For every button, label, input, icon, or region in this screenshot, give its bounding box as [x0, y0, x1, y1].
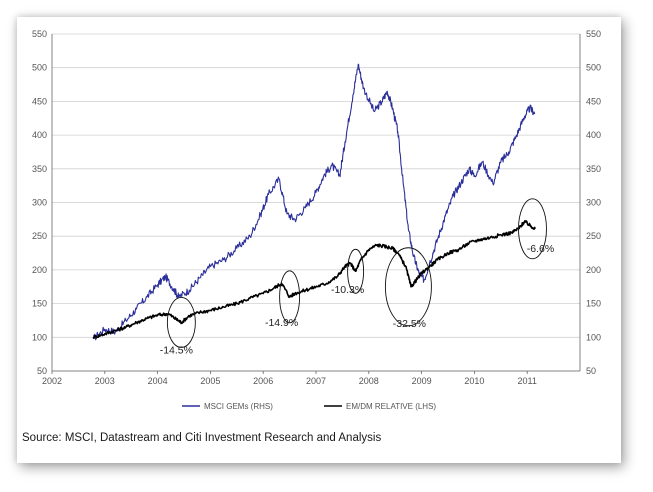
- drawdown-circle: [166, 297, 196, 348]
- y-right-tick-label: 100: [586, 332, 601, 342]
- y-right-tick-label: 350: [586, 164, 601, 174]
- series-line-em-dm-relative: [92, 220, 536, 340]
- y-right-tick-label: 150: [586, 299, 601, 309]
- y-left-tick-label: 300: [32, 198, 47, 208]
- drawdown-label: -14.5%: [160, 344, 193, 356]
- x-tick-label: 2008: [359, 376, 379, 386]
- y-left-tick-label: 450: [32, 96, 47, 106]
- y-left-tick-label: 250: [32, 231, 47, 241]
- drawdown-label: -14.9%: [265, 317, 298, 329]
- y-right-tick-label: 300: [586, 198, 601, 208]
- legend-label: MSCI GEMs (RHS): [204, 402, 273, 411]
- y-left-tick-label: 500: [32, 63, 47, 73]
- y-left-tick-label: 200: [32, 265, 47, 275]
- drawdown-circle: [279, 270, 301, 324]
- drawdown-label: -32.5%: [393, 318, 426, 330]
- drawdown-circle: [384, 247, 432, 327]
- chart-card: [17, 17, 621, 463]
- x-tick-label: 2006: [253, 376, 273, 386]
- y-left-tick-label: 350: [32, 164, 47, 174]
- y-left-tick-label: 400: [32, 130, 47, 140]
- y-right-tick-label: 550: [586, 29, 601, 39]
- drawdown-circle: [518, 198, 547, 260]
- x-tick-label: 2004: [148, 376, 168, 386]
- y-right-tick-label: 500: [586, 63, 601, 73]
- y-right-tick-label: 450: [586, 96, 601, 106]
- x-tick-label: 2005: [200, 376, 220, 386]
- y-right-tick-label: 50: [586, 366, 596, 376]
- y-right-tick-label: 200: [586, 265, 601, 275]
- drawdown-circle: [347, 248, 365, 294]
- x-tick-label: 2010: [464, 376, 484, 386]
- y-right-tick-label: 400: [586, 130, 601, 140]
- y-left-tick-label: 150: [32, 299, 47, 309]
- x-tick-label: 2011: [518, 376, 537, 386]
- x-tick-label: 2002: [42, 376, 62, 386]
- source-note: Source: MSCI, Datastream and Citi Invest…: [22, 432, 382, 444]
- x-tick-label: 2009: [412, 376, 432, 386]
- y-left-tick-label: 100: [32, 332, 47, 342]
- y-left-tick-label: 550: [32, 29, 47, 39]
- series-line-msci-gems: [92, 63, 536, 341]
- drawdown-label: -6.6%: [527, 243, 554, 255]
- legend-label: EM/DM RELATIVE (LHS): [346, 402, 436, 411]
- y-left-tick-label: 50: [37, 366, 47, 376]
- x-tick-label: 2007: [306, 376, 326, 386]
- x-tick-label: 2003: [95, 376, 115, 386]
- y-right-tick-label: 250: [586, 231, 601, 241]
- drawdown-label: -10.3%: [331, 284, 364, 296]
